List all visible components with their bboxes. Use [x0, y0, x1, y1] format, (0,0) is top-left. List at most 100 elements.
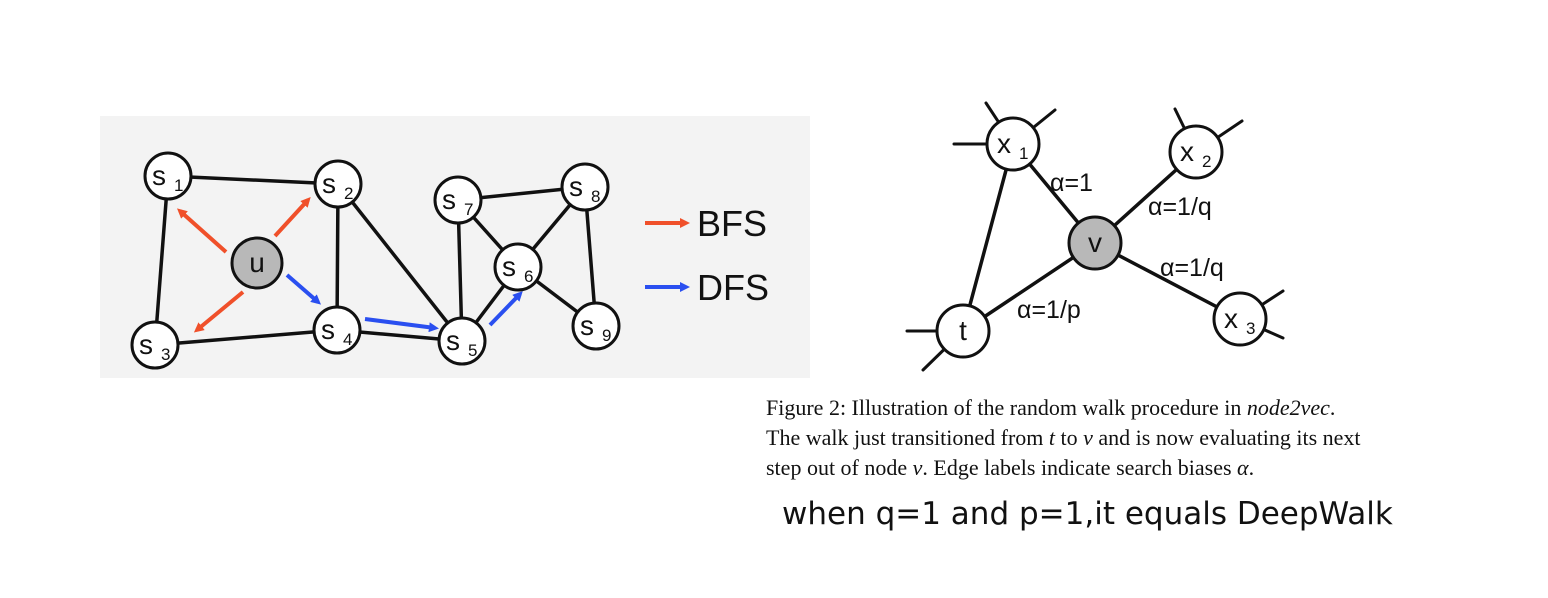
caption-line-3: step out of node v. Edge labels indicate… — [766, 453, 1456, 483]
bfs-arrow-to-s1 — [177, 208, 228, 254]
node-label: s — [139, 329, 153, 360]
node-label: x — [1180, 136, 1194, 167]
node-circle — [433, 175, 483, 225]
caption-math-t: t — [1048, 425, 1056, 450]
node-label: u — [249, 247, 265, 278]
node-label: s — [442, 184, 456, 215]
bfs-dfs-graph: us 1 s 2s 3s 4 s 5s 6s 7s 8s 9 BFS DFS — [130, 151, 769, 370]
caption-line-1: Figure 2: Illustration of the random wal… — [766, 393, 1456, 423]
edge-label-x1-v: α=1 — [1050, 169, 1093, 197]
node-label: x — [1224, 303, 1238, 334]
bfs-arrow-to-s2 — [273, 197, 311, 238]
node-circle — [1212, 291, 1268, 347]
node-label: s — [580, 310, 594, 341]
node-label: s — [321, 314, 335, 345]
caption-method-name: node2vec — [1246, 395, 1330, 420]
caption-math-alpha: α — [1237, 455, 1249, 480]
node-circle — [1067, 215, 1123, 271]
edge-s1-s3 — [153, 174, 170, 347]
caption-math-v: v — [912, 455, 923, 480]
node-subscript: 7 — [464, 200, 473, 219]
node-circle — [130, 320, 180, 370]
edge-labels: α=1 α=1/q α=1/q α=1/p — [1017, 169, 1224, 324]
node-subscript: 2 — [344, 184, 353, 203]
edge-s1-s2 — [166, 174, 340, 186]
node-subscript: 9 — [602, 326, 611, 345]
node-circle — [493, 242, 543, 292]
node-label: x — [997, 128, 1011, 159]
search-arrows — [177, 197, 523, 333]
deepwalk-note: when q=1 and p=1,it equals DeepWalk — [782, 496, 1393, 532]
legend: BFS DFS — [645, 203, 769, 308]
caption-text: step out of node — [766, 455, 913, 480]
edge-x1-t — [961, 142, 1015, 333]
edge-label-x3-v: α=1/q — [1160, 254, 1224, 282]
node-label: s — [446, 325, 460, 356]
node-subscript: 1 — [1019, 144, 1028, 163]
node-label: s — [322, 168, 336, 199]
edge-s3-s4 — [153, 328, 339, 347]
caption-text: . Edge labels indicate search biases — [922, 455, 1238, 480]
left-node-u: u — [230, 236, 284, 290]
dfs-arrow-to-s4 — [285, 273, 322, 305]
node-subscript: 3 — [1246, 319, 1255, 338]
node-circle — [985, 116, 1041, 172]
node-circle — [312, 305, 362, 355]
node-circle — [560, 162, 610, 212]
bfs-legend-label: BFS — [697, 203, 767, 244]
node-subscript: 5 — [468, 341, 477, 360]
node-circle — [935, 303, 991, 359]
right-node-t: t — [935, 303, 991, 359]
edge-s2-s5 — [336, 182, 464, 343]
node-subscript: 6 — [524, 267, 533, 286]
caption-text: to — [1055, 425, 1084, 450]
node-subscript: 4 — [343, 330, 352, 349]
caption-math-v: v — [1083, 425, 1093, 450]
bfs-arrow-to-s3 — [193, 290, 245, 333]
edge-label-x2-v: α=1/q — [1148, 193, 1212, 221]
left-graph-nodes: us 1 s 2s 3s 4 s 5s 6s 7s 8s 9 — [130, 151, 621, 370]
node-label: s — [502, 251, 516, 282]
edge-label-t-v: α=1/p — [1017, 296, 1081, 324]
node-circle — [437, 316, 487, 366]
figure-caption: Figure 2: Illustration of the random wal… — [766, 393, 1456, 483]
node-subscript: 1 — [174, 176, 183, 195]
caption-text: . — [1248, 455, 1255, 480]
right-graph-nodes: vtx 1 x 2x 3 — [935, 116, 1268, 359]
node-label: s — [152, 160, 166, 191]
node-circle — [1168, 124, 1224, 180]
node-label: t — [959, 315, 967, 346]
node-subscript: 2 — [1202, 152, 1211, 171]
node-label: s — [569, 171, 583, 202]
caption-text: and is now evaluating its next — [1092, 425, 1361, 450]
node-circle — [230, 236, 284, 290]
caption-text: The walk just transitioned from — [766, 425, 1049, 450]
caption-text: . — [1329, 395, 1336, 420]
caption-text: Figure 2: Illustration of the random wal… — [766, 395, 1247, 420]
dfs-arrow-s4-to-s5 — [364, 317, 439, 333]
node-subscript: 3 — [161, 345, 170, 364]
dfs-arrow-s5-to-s6 — [488, 291, 523, 327]
dfs-legend-label: DFS — [697, 267, 769, 308]
right-node-v: v — [1067, 215, 1123, 271]
node-label: v — [1088, 227, 1102, 258]
node-circle — [143, 151, 193, 201]
node-subscript: 8 — [591, 187, 600, 206]
node-circle — [313, 159, 363, 209]
caption-line-2: The walk just transitioned from t to v a… — [766, 423, 1456, 453]
node-circle — [571, 301, 621, 351]
